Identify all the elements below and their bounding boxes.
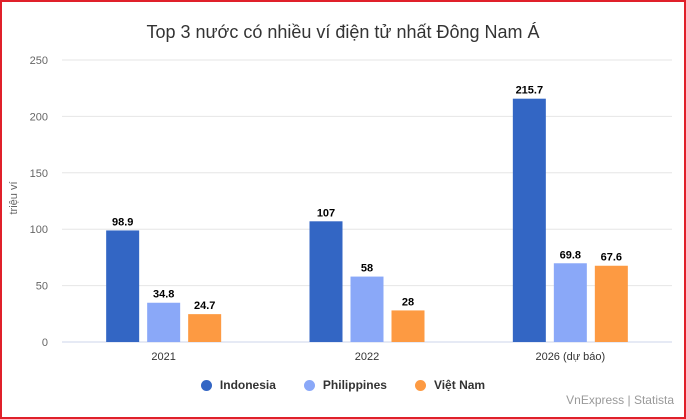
legend-marker-indonesia [200, 379, 212, 391]
chart-title: Top 3 nước có nhiều ví điện tử nhất Đông… [146, 22, 540, 42]
bars [106, 98, 628, 342]
data-label: 107 [317, 207, 335, 219]
data-label: 67.6 [601, 252, 622, 264]
y-tick-label: 0 [42, 337, 48, 349]
legend-item-indonesia[interactable]: Indonesia [200, 378, 276, 392]
x-tick-label: 2026 (dự báo) [535, 351, 605, 363]
x-tick-labels: 2021 2022 2026 (dự báo) [151, 351, 605, 363]
data-label: 215.7 [516, 85, 544, 97]
y-tick-label: 200 [30, 111, 48, 123]
data-label: 24.7 [194, 300, 215, 312]
bar-việt-nam-1[interactable] [391, 310, 425, 342]
data-label: 34.8 [153, 289, 174, 301]
legend-label-vietnam: Việt Nam [433, 378, 486, 392]
legend-item-vietnam[interactable]: Việt Nam [414, 378, 486, 392]
legend-item-philippines[interactable]: Philippines [303, 378, 387, 392]
data-label: 58 [361, 263, 373, 275]
data-labels: 98.9 34.8 24.7 107 58 28 215.7 69.8 67.6 [112, 85, 622, 312]
legend: Indonesia Philippines Việt Nam [2, 378, 684, 392]
y-tick-label: 50 [36, 281, 48, 293]
credits[interactable]: VnExpress | Statista [566, 393, 674, 407]
x-tick-label: 2022 [355, 351, 379, 363]
x-tick-label: 2021 [151, 351, 175, 363]
legend-label-philippines: Philippines [322, 378, 387, 392]
bar-việt-nam-2[interactable] [594, 265, 628, 342]
bar-indonesia-1[interactable] [309, 221, 343, 342]
y-axis-label: triệu ví [8, 181, 20, 214]
y-tick-label: 150 [30, 168, 48, 180]
legend-marker-philippines [303, 379, 315, 391]
legend-marker-vietnam [414, 379, 426, 391]
y-tick-labels: 0 50 100 150 200 250 [30, 55, 48, 349]
y-tick-label: 100 [30, 224, 48, 236]
data-label: 69.8 [560, 249, 581, 261]
bar-philippines-0[interactable] [147, 302, 181, 342]
bar-philippines-2[interactable] [553, 263, 587, 342]
bar-indonesia-2[interactable] [512, 98, 546, 342]
data-label: 98.9 [112, 216, 133, 228]
bar-philippines-1[interactable] [350, 276, 384, 342]
y-tick-label: 250 [30, 55, 48, 67]
legend-label-indonesia: Indonesia [219, 378, 276, 392]
bar-indonesia-0[interactable] [106, 230, 140, 342]
bar-việt-nam-0[interactable] [188, 314, 222, 342]
data-label: 28 [402, 296, 414, 308]
